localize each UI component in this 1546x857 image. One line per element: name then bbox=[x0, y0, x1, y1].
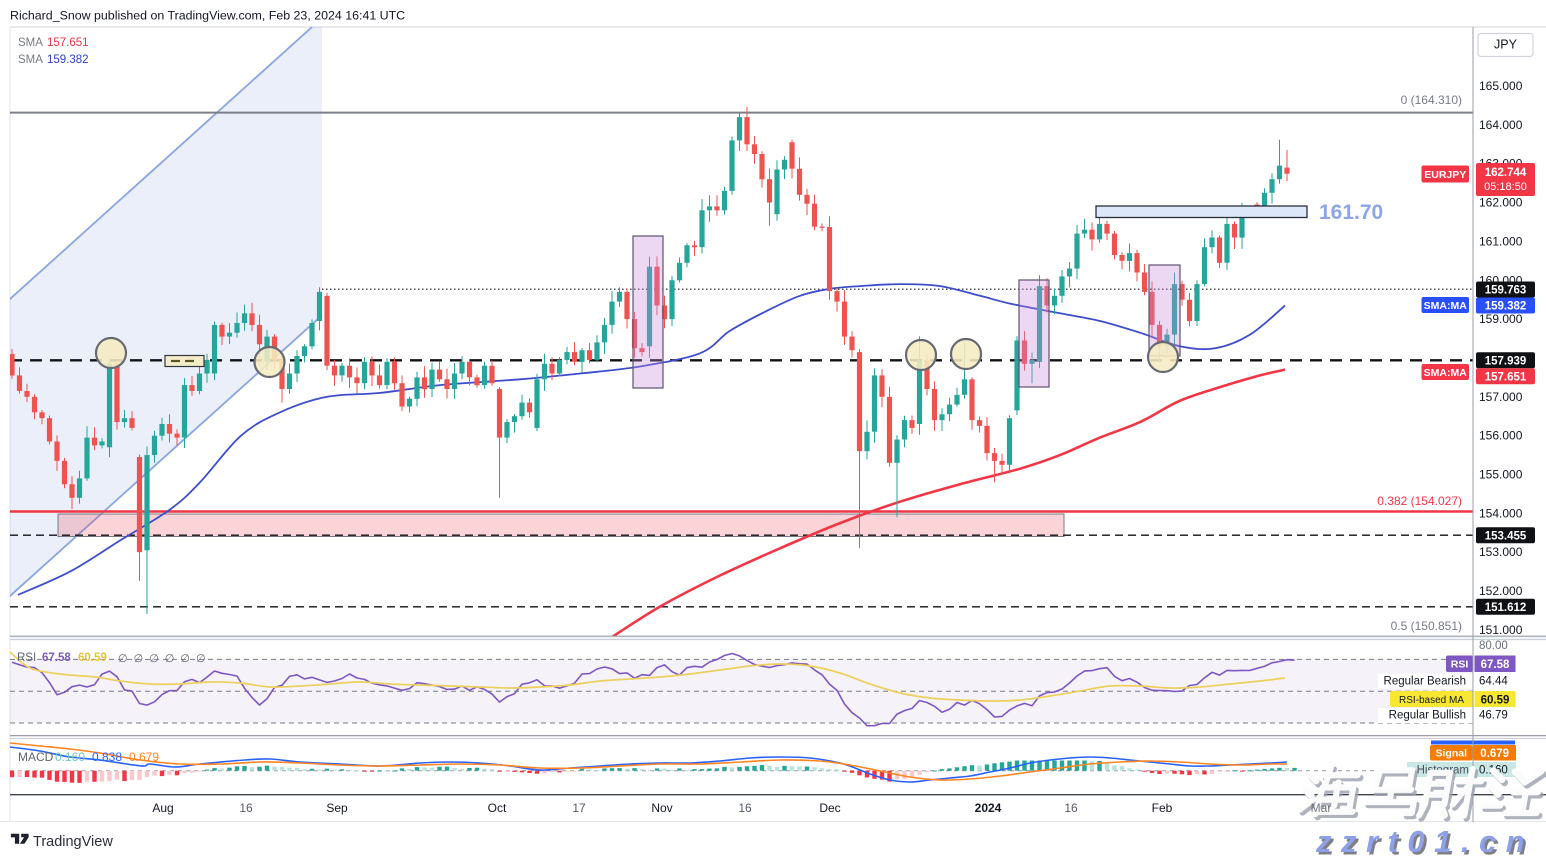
svg-text:67.58: 67.58 bbox=[42, 652, 71, 664]
svg-text:RSI: RSI bbox=[17, 652, 36, 664]
svg-text:60.59: 60.59 bbox=[1481, 695, 1510, 707]
svg-text:RSI: RSI bbox=[1451, 659, 1469, 671]
svg-text:0 (164.310): 0 (164.310) bbox=[1401, 93, 1462, 107]
svg-text:161.70: 161.70 bbox=[1319, 201, 1383, 224]
svg-text:∅: ∅ bbox=[149, 653, 159, 665]
svg-text:16: 16 bbox=[239, 801, 253, 815]
svg-text:2024: 2024 bbox=[975, 801, 1002, 815]
svg-text:Regular Bearish: Regular Bearish bbox=[1384, 676, 1466, 688]
svg-text:MACD: MACD bbox=[18, 750, 54, 764]
svg-text:164.000: 164.000 bbox=[1479, 118, 1523, 132]
svg-text:153.000: 153.000 bbox=[1479, 545, 1523, 559]
svg-text:151.612: 151.612 bbox=[1485, 602, 1527, 614]
svg-text:EURJPY: EURJPY bbox=[1424, 169, 1466, 181]
svg-text:64.44: 64.44 bbox=[1479, 676, 1508, 688]
svg-text:0.382 (154.027): 0.382 (154.027) bbox=[1377, 494, 1462, 508]
svg-text:zzrt01.cn: zzrt01.cn bbox=[1318, 827, 1537, 857]
svg-text:165.000: 165.000 bbox=[1479, 79, 1523, 93]
svg-text:∅: ∅ bbox=[134, 653, 144, 665]
svg-text:TradingView: TradingView bbox=[33, 834, 113, 850]
svg-text:67.58: 67.58 bbox=[1481, 659, 1510, 671]
svg-text:Sep: Sep bbox=[326, 801, 348, 815]
svg-text:157.939: 157.939 bbox=[1485, 356, 1527, 368]
svg-text:∅: ∅ bbox=[118, 653, 128, 665]
svg-text:159.382: 159.382 bbox=[1485, 301, 1527, 313]
svg-text:Dec: Dec bbox=[819, 801, 840, 815]
svg-text:Oct: Oct bbox=[488, 801, 507, 815]
svg-text:161.000: 161.000 bbox=[1479, 234, 1523, 248]
svg-text:Regular Bullish: Regular Bullish bbox=[1389, 710, 1466, 722]
svg-text:17: 17 bbox=[572, 801, 586, 815]
svg-text:Nov: Nov bbox=[651, 801, 672, 815]
svg-text:SMA:MA: SMA:MA bbox=[1424, 300, 1468, 312]
svg-text:162.744: 162.744 bbox=[1485, 167, 1527, 179]
svg-text:∅: ∅ bbox=[196, 653, 206, 665]
svg-text:Aug: Aug bbox=[152, 801, 173, 815]
svg-text:0.5 (150.851): 0.5 (150.851) bbox=[1391, 619, 1462, 633]
svg-text:05:18:50: 05:18:50 bbox=[1484, 181, 1527, 193]
svg-text:16: 16 bbox=[738, 801, 752, 815]
svg-text:159.763: 159.763 bbox=[1485, 285, 1527, 297]
svg-text:157.651: 157.651 bbox=[1485, 372, 1527, 384]
svg-text:80.00: 80.00 bbox=[1479, 640, 1508, 652]
svg-text:∅: ∅ bbox=[180, 653, 190, 665]
svg-text:157.000: 157.000 bbox=[1479, 390, 1523, 404]
svg-text:RSI-based MA: RSI-based MA bbox=[1399, 695, 1464, 706]
svg-text:0.160: 0.160 bbox=[55, 750, 85, 764]
svg-text:16: 16 bbox=[1064, 801, 1078, 815]
svg-text:SMA: SMA bbox=[18, 54, 43, 66]
svg-text:Feb: Feb bbox=[1152, 801, 1173, 815]
svg-text:SMA: SMA bbox=[18, 37, 43, 49]
svg-text:157.651: 157.651 bbox=[47, 37, 89, 49]
svg-text:155.000: 155.000 bbox=[1479, 468, 1523, 482]
svg-text:156.000: 156.000 bbox=[1479, 429, 1523, 443]
svg-text:Richard_Snow published on Trad: Richard_Snow published on TradingView.co… bbox=[10, 9, 405, 23]
svg-text:Mar: Mar bbox=[1311, 801, 1332, 815]
svg-text:162.000: 162.000 bbox=[1479, 196, 1523, 210]
svg-text:SMA:MA: SMA:MA bbox=[1424, 367, 1468, 379]
svg-text:151.000: 151.000 bbox=[1479, 623, 1523, 637]
svg-text:159.382: 159.382 bbox=[47, 54, 89, 66]
svg-text:154.000: 154.000 bbox=[1479, 506, 1523, 520]
svg-text:60.59: 60.59 bbox=[78, 652, 107, 664]
svg-text:152.000: 152.000 bbox=[1479, 584, 1523, 598]
svg-text:JPY: JPY bbox=[1494, 38, 1518, 52]
svg-text:153.455: 153.455 bbox=[1485, 530, 1527, 542]
svg-text:0.838: 0.838 bbox=[92, 750, 122, 764]
svg-text:159.000: 159.000 bbox=[1479, 312, 1523, 326]
svg-text:46.79: 46.79 bbox=[1479, 710, 1508, 722]
svg-text:0.679: 0.679 bbox=[1480, 748, 1509, 760]
svg-text:zzrt01.cn: zzrt01.cn bbox=[1315, 824, 1534, 857]
svg-text:0.679: 0.679 bbox=[129, 750, 159, 764]
svg-text:∅: ∅ bbox=[165, 653, 175, 665]
svg-text:Signal: Signal bbox=[1435, 748, 1467, 760]
